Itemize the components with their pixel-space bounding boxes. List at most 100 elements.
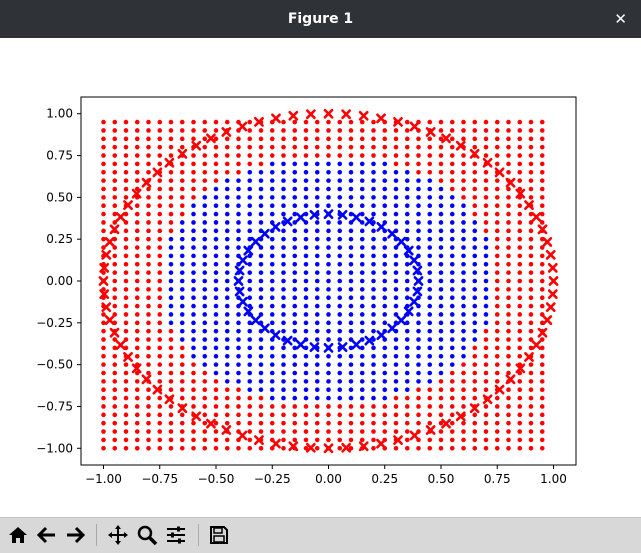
- data-point: [359, 303, 365, 309]
- data-point: [247, 404, 253, 409]
- data-point: [359, 420, 365, 426]
- x-tick-label: −0.50: [198, 472, 235, 486]
- data-point: [472, 144, 478, 150]
- data-point: [123, 153, 129, 158]
- data-point: [359, 270, 365, 275]
- data-point: [292, 203, 298, 209]
- data-point: [393, 136, 399, 142]
- data-point: [146, 128, 151, 133]
- data-point: [449, 353, 455, 359]
- back-arrow-icon[interactable]: [35, 522, 59, 548]
- save-icon[interactable]: [207, 522, 231, 548]
- data-point: [393, 270, 399, 275]
- data-point: [157, 228, 163, 234]
- data-point: [281, 328, 286, 334]
- x-tick-label: 0.00: [315, 472, 342, 486]
- data-point: [292, 295, 298, 301]
- data-point: [247, 337, 253, 342]
- data-point: [461, 337, 466, 342]
- home-icon[interactable]: [6, 522, 30, 548]
- data-point: [449, 437, 455, 443]
- data-point: [348, 379, 354, 384]
- configure-subplots-icon[interactable]: [164, 522, 188, 548]
- data-point: [382, 395, 388, 401]
- data-point: [213, 245, 219, 250]
- data-point: [236, 245, 241, 250]
- data-point: [258, 337, 264, 342]
- x-tick-label: 1.00: [540, 472, 567, 486]
- data-point: [393, 278, 399, 284]
- data-point: [157, 119, 163, 125]
- data-point: [123, 245, 129, 250]
- data-point: [258, 220, 264, 225]
- data-point: [449, 161, 455, 167]
- data-point: [404, 412, 410, 418]
- data-point: [123, 169, 129, 175]
- forward-arrow-icon[interactable]: [63, 522, 87, 548]
- data-point: [123, 119, 129, 125]
- data-point: [281, 245, 286, 250]
- data-point: [303, 353, 309, 359]
- zoom-icon[interactable]: [135, 522, 159, 548]
- data-point: [269, 186, 275, 192]
- data-point: [134, 169, 140, 175]
- data-point: [438, 379, 444, 384]
- data-point: [213, 437, 219, 443]
- data-point: [224, 144, 230, 150]
- data-point: [461, 178, 466, 183]
- close-icon[interactable]: ✕: [614, 10, 627, 28]
- data-point: [382, 387, 388, 393]
- data-point: [303, 119, 309, 125]
- data-point: [337, 161, 343, 167]
- data-point: [416, 228, 421, 234]
- data-point: [449, 412, 455, 418]
- data-point: [506, 404, 511, 409]
- data-point: [528, 312, 534, 317]
- cross-marker: [515, 363, 526, 374]
- data-point: [314, 203, 320, 209]
- data-point: [191, 195, 196, 200]
- data-point: [472, 370, 478, 376]
- data-point: [101, 136, 106, 142]
- data-point: [269, 153, 275, 158]
- data-point: [326, 119, 331, 125]
- data-point: [326, 228, 331, 234]
- data-point: [258, 445, 264, 451]
- data-point: [371, 429, 376, 434]
- data-point: [224, 287, 230, 292]
- data-point: [528, 245, 534, 250]
- data-point: [213, 328, 219, 334]
- data-point: [281, 395, 286, 401]
- data-point: [371, 395, 376, 401]
- data-point: [472, 437, 478, 443]
- data-point: [191, 153, 196, 158]
- data-point: [517, 261, 523, 267]
- data-point: [427, 203, 433, 209]
- cross-marker: [396, 236, 407, 247]
- data-point: [416, 412, 421, 418]
- data-point: [449, 128, 455, 133]
- data-point: [371, 236, 376, 242]
- data-point: [483, 178, 489, 183]
- data-point: [224, 195, 230, 200]
- cross-marker: [305, 109, 316, 120]
- data-point: [213, 211, 219, 217]
- data-point: [191, 228, 196, 234]
- data-point: [303, 253, 309, 259]
- data-point: [269, 387, 275, 393]
- data-point: [112, 203, 118, 209]
- data-point: [371, 195, 376, 200]
- data-point: [213, 253, 219, 259]
- data-point: [494, 178, 500, 183]
- data-point: [359, 328, 365, 334]
- data-point: [494, 395, 500, 401]
- pan-icon[interactable]: [106, 522, 130, 548]
- data-point: [191, 429, 196, 434]
- data-point: [101, 245, 106, 250]
- data-point: [314, 128, 320, 133]
- data-point: [337, 186, 343, 192]
- data-point: [427, 153, 433, 158]
- data-point: [134, 379, 140, 384]
- data-point: [224, 278, 230, 284]
- data-point: [528, 161, 534, 167]
